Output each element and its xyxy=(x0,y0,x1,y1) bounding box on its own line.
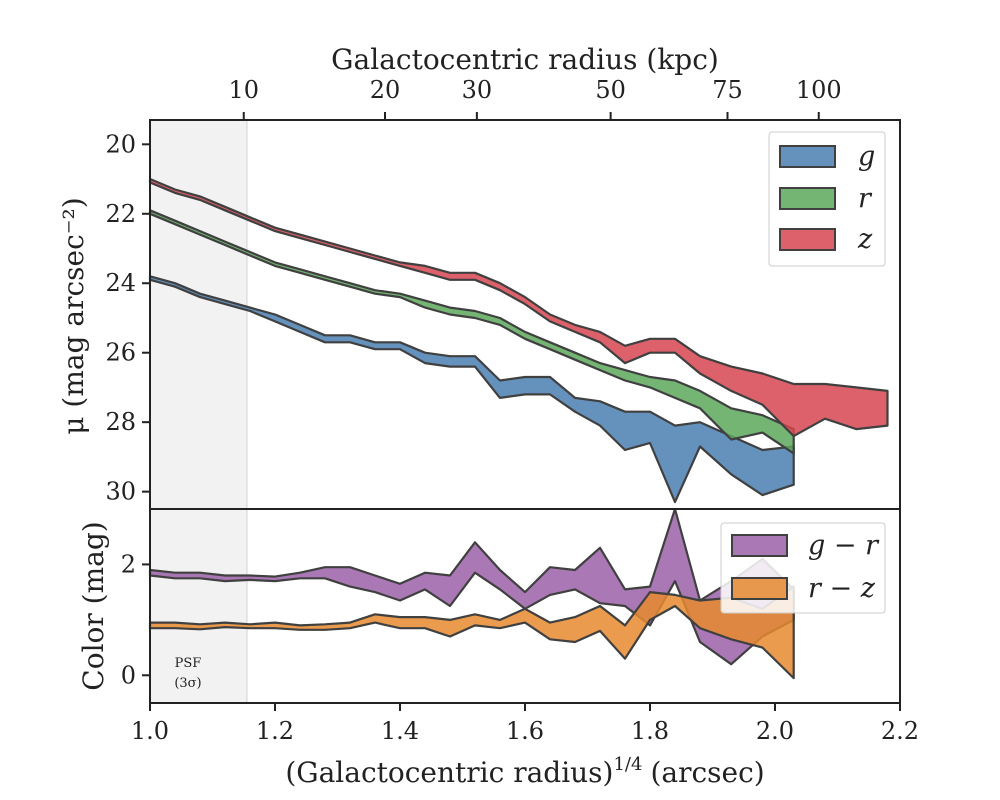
x-tick-label-2.0: 2.0 xyxy=(756,717,794,745)
bottom-axis-label: (Galactocentric radius)1/4 (arcsec) xyxy=(285,754,764,789)
legend-swatch-g xyxy=(779,145,836,168)
axis-ticks: 20 22 24 26 28 30 0 2 1.0 1.2 1.4 1.6 1.8 2.0 2.2 10 20 3… xyxy=(105,76,919,745)
bottom-axis-label-sup: 1/4 xyxy=(613,754,642,775)
legend-label-g: g xyxy=(858,141,875,172)
mu-band-g xyxy=(148,275,795,504)
color-band-r-z xyxy=(148,585,795,680)
y-tick-label-bottom-0: 0 xyxy=(121,661,136,689)
kpc-tick-label-20: 20 xyxy=(370,76,401,104)
kpc-tick-label-100: 100 xyxy=(796,76,842,104)
y-tick-label-top-26: 26 xyxy=(105,339,136,367)
psf-shade-top xyxy=(150,120,247,509)
x-tick-label-1.6: 1.6 xyxy=(506,717,544,745)
legend-label-r: r xyxy=(858,183,873,214)
y-tick-label-top-30: 30 xyxy=(105,478,136,506)
legend-swatch-r xyxy=(779,187,836,210)
kpc-tick-label-75: 75 xyxy=(712,76,743,104)
kpc-tick-label-50: 50 xyxy=(595,76,626,104)
legend-swatch-g-r xyxy=(731,534,788,557)
legend-swatch-r-z xyxy=(731,577,788,600)
x-tick-label-1.8: 1.8 xyxy=(631,717,669,745)
color-bands xyxy=(148,507,795,680)
y-tick-label-bottom-2: 2 xyxy=(121,550,136,578)
psf-label: PSF xyxy=(175,656,202,671)
y-tick-label-top-20: 20 xyxy=(105,130,136,158)
legend-bottom: g − r r − z xyxy=(720,522,886,614)
bottom-axis-label-unit: (arcsec) xyxy=(650,756,764,789)
y-tick-label-top-22: 22 xyxy=(105,200,136,228)
bottom-y-axis-label: Color (mag) xyxy=(77,521,110,690)
bottom-axis-label-main: (Galactocentric radius) xyxy=(285,756,613,789)
x-tick-label-1.2: 1.2 xyxy=(256,717,294,745)
kpc-tick-label-10: 10 xyxy=(228,76,259,104)
psf-shade-bottom xyxy=(150,509,247,703)
x-tick-label-2.2: 2.2 xyxy=(881,717,919,745)
top-y-axis-label: μ (mag arcsec⁻²) xyxy=(57,197,90,434)
y-tick-label-top-28: 28 xyxy=(105,408,136,436)
legend-label-r-z: r − z xyxy=(808,573,876,604)
mu-band-z xyxy=(148,177,889,438)
kpc-tick-label-30: 30 xyxy=(462,76,493,104)
top-axis-label: Galactocentric radius (kpc) xyxy=(331,43,719,76)
legend-top: g r z xyxy=(768,131,886,267)
surface-brightness-bands xyxy=(148,120,889,703)
x-tick-label-1.0: 1.0 xyxy=(131,717,169,745)
psf-sigma-label: (3σ) xyxy=(174,676,201,691)
mu-band-r xyxy=(148,209,795,455)
x-tick-label-1.4: 1.4 xyxy=(381,717,419,745)
y-tick-label-top-24: 24 xyxy=(105,269,136,297)
legend-label-g-r: g − r xyxy=(808,530,880,561)
legend-label-z: z xyxy=(857,224,873,255)
legend-swatch-z xyxy=(779,228,836,251)
